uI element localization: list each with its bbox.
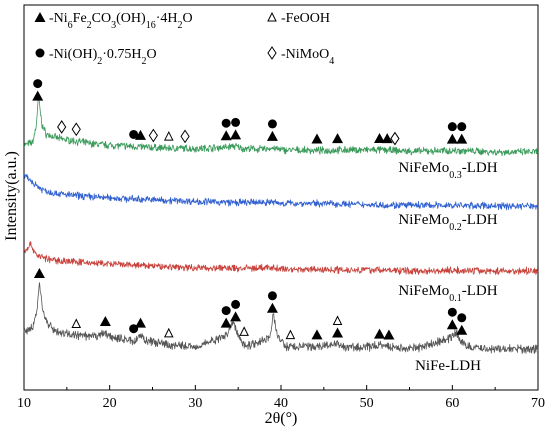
filled-circle-marker: [267, 119, 277, 129]
x-tick-label: 70: [531, 396, 545, 411]
filled-triangle-marker: [266, 302, 278, 313]
legend-label: -Ni6Fe2CO3(OH)16·4H2O: [49, 11, 193, 31]
filled-triangle-marker: [456, 133, 468, 144]
filled-triangle-marker: [230, 311, 242, 322]
filled-triangle-marker: [135, 317, 147, 328]
filled-circle-marker: [221, 306, 231, 316]
open-triangle-marker: [285, 329, 296, 340]
filled-circle-marker: [267, 291, 277, 301]
filled-circle-marker: [129, 129, 139, 139]
open-triangle-marker: [332, 315, 343, 326]
open-diamond-marker: [148, 128, 158, 143]
y-axis-title: Intensity(a.u.): [3, 151, 20, 241]
filled-triangle-marker: [456, 324, 468, 335]
legend: -Ni6Fe2CO3(OH)16·4H2O -FeOOH -Ni(OH)2·0.75…: [34, 11, 334, 67]
series-label: NiFeMo0.1-LDH: [398, 283, 497, 304]
filled-triangle-marker: [311, 133, 323, 144]
filled-triangle-marker: [99, 316, 111, 326]
open-diamond-marker: [267, 46, 277, 60]
filled-triangle-marker: [332, 327, 344, 338]
filled-circle-marker: [231, 117, 241, 127]
open-triangle-marker: [267, 11, 277, 22]
filled-triangle-marker: [230, 129, 242, 140]
open-triangle-marker: [163, 327, 174, 338]
open-triangle-marker: [163, 130, 174, 141]
filled-triangle-marker: [32, 90, 44, 101]
x-tick-label: 10: [17, 396, 31, 411]
series-curve: [23, 282, 539, 355]
x-tick-label: 60: [445, 396, 459, 411]
series-label: NiFeMo0.3-LDH: [398, 160, 497, 181]
filled-circle-marker: [33, 79, 43, 89]
series-label: NiFeMo0.2-LDH: [398, 212, 497, 233]
filled-triangle-marker: [135, 129, 147, 140]
filled-circle-marker: [447, 307, 457, 317]
x-axis-ticks: 10 20 30 40 50 60 70: [17, 385, 545, 411]
legend-label: -FeOOH: [281, 11, 330, 26]
filled-circle-marker: [221, 118, 231, 128]
x-tick-label: 30: [188, 396, 202, 411]
filled-triangle-marker: [220, 317, 232, 328]
peak-markers-layer: [32, 79, 468, 340]
filled-circle-marker: [35, 48, 45, 58]
open-triangle-marker: [71, 318, 82, 328]
series-curve: [23, 241, 539, 276]
filled-triangle-marker: [446, 133, 458, 144]
x-tick-label: 50: [360, 396, 374, 411]
filled-circle-marker: [231, 299, 241, 309]
curves-layer: [23, 96, 539, 355]
legend-label: -Ni(OH)2·0.75H2O: [49, 47, 157, 67]
series-labels-layer: NiFeMo0.3-LDH NiFeMo0.2-LDH NiFeMo0.1-LDH N…: [398, 160, 497, 374]
series-curve: [23, 96, 539, 157]
filled-circle-marker: [457, 313, 467, 323]
series-curve: [23, 173, 539, 211]
filled-triangle-marker: [381, 133, 393, 144]
filled-triangle-marker: [446, 319, 458, 330]
open-diamond-marker: [71, 122, 81, 137]
open-triangle-marker: [239, 326, 249, 336]
filled-triangle-marker: [383, 329, 395, 340]
legend-label: -NiMoO4: [281, 47, 334, 67]
x-tick-label: 20: [103, 396, 117, 411]
open-diamond-marker: [390, 131, 400, 146]
open-diamond-marker: [180, 129, 190, 144]
series-label: NiFe-LDH: [415, 358, 481, 374]
filled-triangle-marker: [311, 329, 323, 340]
filled-triangle-marker: [33, 268, 45, 278]
filled-triangle-marker: [220, 130, 232, 141]
open-diamond-marker: [57, 120, 67, 134]
x-tick-label: 40: [274, 396, 288, 411]
filled-triangle-marker: [34, 12, 46, 22]
x-axis-title: 2θ(°): [265, 410, 298, 427]
filled-triangle-marker: [374, 132, 386, 143]
filled-triangle-marker: [266, 130, 278, 141]
filled-circle-marker: [457, 122, 467, 132]
filled-triangle-marker: [332, 133, 344, 144]
filled-triangle-marker: [374, 328, 386, 339]
filled-circle-marker: [447, 122, 457, 132]
